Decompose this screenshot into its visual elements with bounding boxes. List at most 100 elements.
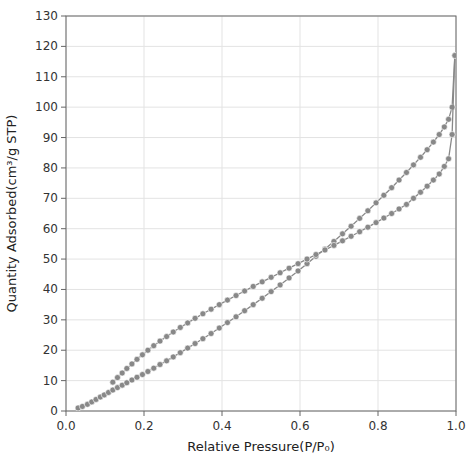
y-axis-label: Quantity Adsorbed(cm³/g STP) — [4, 115, 19, 313]
point — [233, 293, 239, 299]
point — [452, 53, 456, 59]
grid-line — [66, 259, 456, 260]
line — [113, 56, 455, 383]
chart: 0.00.20.40.60.81.00102030405060708090100… — [0, 0, 474, 463]
point — [441, 163, 447, 169]
tick — [144, 411, 145, 416]
point — [177, 350, 183, 356]
point — [449, 104, 455, 110]
point — [348, 223, 354, 229]
point — [365, 224, 371, 230]
point — [403, 201, 409, 207]
point — [430, 139, 436, 145]
point — [424, 147, 430, 153]
tick — [300, 411, 301, 416]
point — [365, 208, 371, 214]
tick — [61, 16, 66, 17]
grid-line — [66, 289, 456, 290]
point — [259, 295, 265, 301]
point — [295, 268, 301, 274]
point — [381, 215, 387, 221]
tick-label: 130 — [35, 9, 58, 23]
point — [164, 334, 170, 340]
tick-label: 30 — [43, 313, 58, 327]
point — [452, 53, 456, 59]
tick-label: 90 — [43, 131, 58, 145]
point — [389, 211, 395, 217]
tick-label: 80 — [43, 161, 58, 175]
point — [177, 324, 183, 330]
point — [436, 171, 442, 177]
point — [348, 233, 354, 239]
grid-line — [378, 16, 379, 411]
grid-line — [66, 76, 456, 77]
point — [151, 365, 157, 371]
tick-label: 120 — [35, 39, 58, 53]
point — [446, 156, 452, 162]
point — [436, 132, 442, 138]
tick-label: 0 — [50, 404, 58, 418]
point — [389, 185, 395, 191]
point — [313, 252, 319, 258]
point — [185, 320, 191, 326]
point — [119, 370, 125, 376]
point — [157, 338, 163, 344]
point — [331, 242, 337, 248]
point — [233, 314, 239, 320]
point — [164, 358, 170, 364]
point — [357, 229, 363, 235]
point — [242, 288, 248, 294]
tick-label: 0.0 — [56, 419, 75, 433]
point — [170, 354, 176, 360]
grid-line — [66, 198, 456, 199]
plot-frame — [66, 16, 456, 411]
point — [134, 374, 140, 380]
tick — [61, 76, 66, 77]
tick — [61, 289, 66, 290]
point — [277, 282, 283, 288]
tick — [61, 228, 66, 229]
series — [110, 53, 456, 386]
point — [322, 246, 328, 252]
line — [78, 56, 455, 408]
tick-label: 0.2 — [134, 419, 153, 433]
point — [250, 302, 256, 308]
tick — [66, 411, 67, 416]
tick-label: 50 — [43, 252, 58, 266]
point — [430, 177, 436, 183]
point — [200, 336, 206, 342]
point — [449, 132, 455, 138]
tick — [61, 46, 66, 47]
tick — [61, 259, 66, 260]
tick-label: 0.4 — [212, 419, 231, 433]
point — [208, 306, 214, 312]
point — [373, 220, 379, 226]
grid-line — [300, 16, 301, 411]
grid-line — [66, 350, 456, 351]
tick-label: 70 — [43, 191, 58, 205]
grid-line — [66, 319, 456, 320]
point — [286, 265, 292, 271]
point — [192, 341, 198, 347]
tick — [222, 411, 223, 416]
tick — [61, 107, 66, 108]
point — [192, 315, 198, 321]
tick — [61, 319, 66, 320]
point — [145, 369, 151, 375]
tick — [378, 411, 379, 416]
point — [268, 289, 274, 295]
point — [340, 231, 346, 237]
point — [410, 195, 416, 201]
point — [322, 247, 328, 253]
point — [208, 331, 214, 337]
point — [357, 215, 363, 221]
point — [216, 302, 222, 308]
grid-line — [66, 107, 456, 108]
point — [277, 270, 283, 276]
point — [441, 124, 447, 130]
point — [224, 297, 230, 303]
tick-label: 0.8 — [368, 419, 387, 433]
point — [403, 169, 409, 175]
point — [286, 275, 292, 281]
point — [250, 283, 256, 289]
